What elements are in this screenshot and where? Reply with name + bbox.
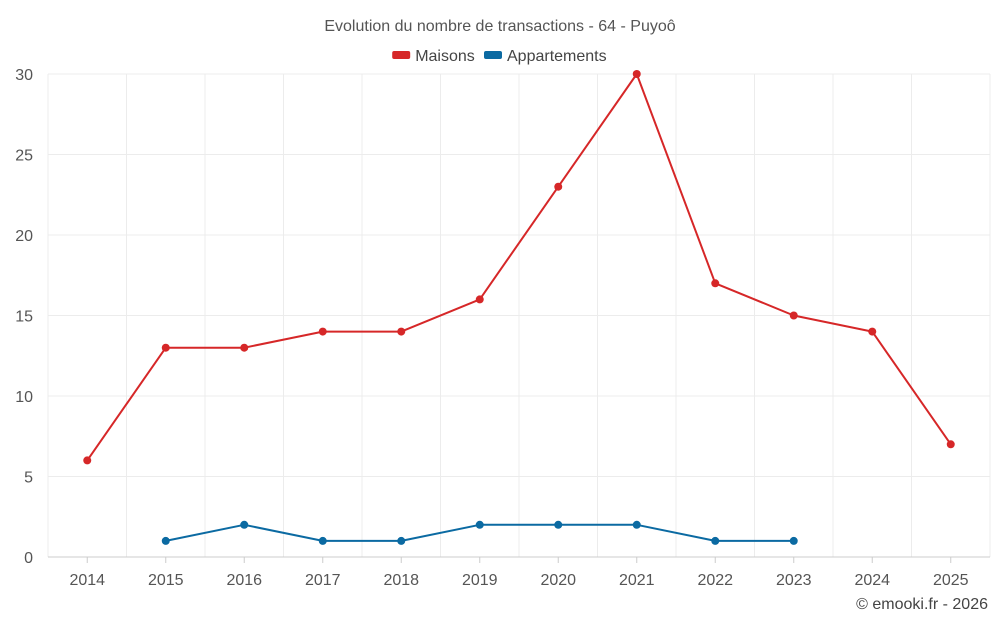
data-point-appartements <box>475 520 484 529</box>
data-point-appartements <box>632 520 641 529</box>
x-tick-label: 2023 <box>776 572 812 589</box>
data-point-appartements <box>789 536 798 545</box>
data-point-maisons <box>789 311 798 320</box>
x-tick-label: 2016 <box>226 572 262 589</box>
data-point-maisons <box>632 70 641 78</box>
series-layer <box>83 70 955 545</box>
data-point-maisons <box>868 327 877 336</box>
legend-label-maisons: Maisons <box>415 48 475 65</box>
x-tick-label: 2019 <box>462 572 498 589</box>
x-tick-label: 2025 <box>933 572 969 589</box>
data-point-appartements <box>554 520 563 529</box>
data-point-maisons <box>475 295 484 304</box>
legend-item-appartements: Appartements <box>484 48 607 65</box>
data-point-maisons <box>397 327 406 336</box>
data-point-appartements <box>711 536 720 545</box>
data-point-appartements <box>240 520 249 529</box>
chart-title: Evolution du nombre de transactions - 64… <box>324 18 675 35</box>
x-axis: 2014 2015 2016 2017 2018 2019 2020 2021 2022 2023… <box>48 556 990 589</box>
y-tick-label: 0 <box>24 550 33 567</box>
x-tick-label: 2022 <box>697 572 733 589</box>
y-tick-label: 15 <box>15 309 33 326</box>
chart-grid <box>47 73 991 557</box>
y-axis: 0 5 10 15 20 25 30 <box>15 67 33 567</box>
data-point-appartements <box>161 536 170 545</box>
chart-credit: © emooki.fr - 2026 <box>856 596 988 613</box>
chart-legend: Maisons Appartements <box>392 48 607 65</box>
y-tick-label: 20 <box>15 228 33 245</box>
x-tick-label: 2024 <box>854 572 890 589</box>
legend-swatch-appartements <box>484 51 502 59</box>
data-point-maisons <box>711 279 720 288</box>
data-point-maisons <box>946 440 955 449</box>
series-maisons <box>83 70 955 465</box>
x-tick-label: 2018 <box>383 572 419 589</box>
y-tick-label: 30 <box>15 67 33 84</box>
legend-item-maisons: Maisons <box>392 48 475 65</box>
data-point-appartements <box>318 536 327 545</box>
x-tick-label: 2017 <box>305 572 341 589</box>
legend-swatch-maisons <box>392 51 411 59</box>
x-tick-label: 2014 <box>69 572 105 589</box>
series-line-maisons <box>86 73 952 461</box>
y-tick-label: 10 <box>15 389 33 406</box>
data-point-maisons <box>83 456 92 465</box>
data-point-maisons <box>554 182 563 191</box>
x-tick-label: 2020 <box>540 572 576 589</box>
x-tick-label: 2015 <box>148 572 184 589</box>
data-point-maisons <box>240 343 249 352</box>
data-point-maisons <box>318 327 327 336</box>
y-tick-label: 25 <box>15 148 33 165</box>
y-tick-label: 5 <box>24 470 33 487</box>
x-tick-label: 2021 <box>619 572 655 589</box>
data-point-maisons <box>161 343 170 352</box>
data-point-appartements <box>397 536 406 545</box>
series-appartements <box>161 520 798 545</box>
legend-label-appartements: Appartements <box>507 48 607 65</box>
